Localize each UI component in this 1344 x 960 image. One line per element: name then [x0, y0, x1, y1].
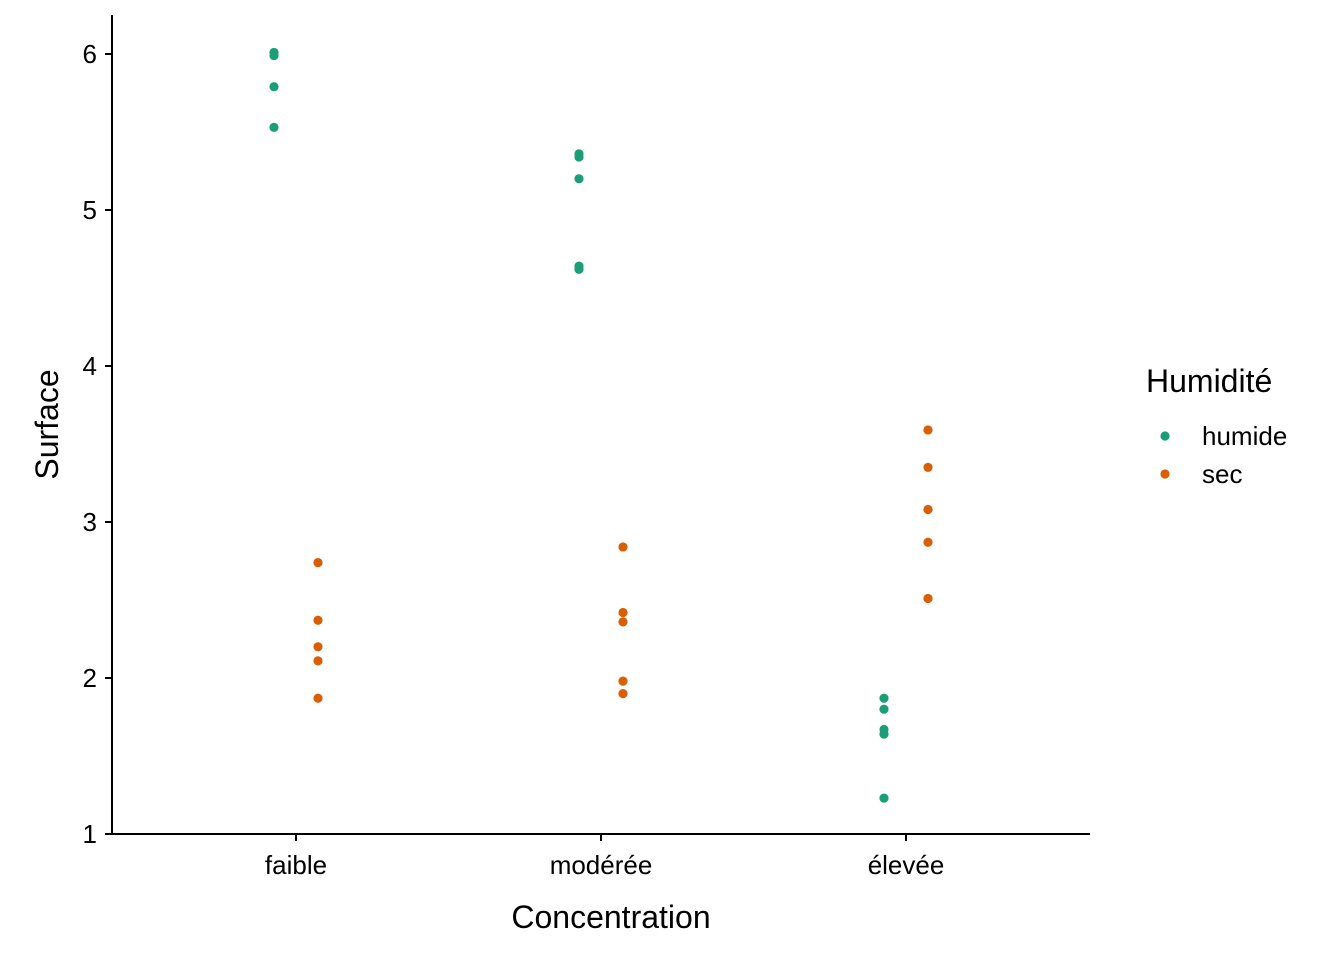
x-axis-title: Concentration: [511, 899, 710, 935]
data-point-humide: [574, 264, 584, 274]
y-tick-label: 6: [83, 39, 97, 69]
data-point-sec: [923, 593, 933, 604]
x-tick-label: élevée: [868, 850, 945, 880]
legend-key-humide: [1160, 431, 1170, 441]
data-point-sec: [313, 642, 323, 652]
y-tick-label: 1: [83, 819, 97, 849]
data-point-sec: [923, 462, 933, 472]
x-tick-label: modérée: [550, 850, 653, 880]
data-point-sec: [618, 542, 628, 552]
legend-label: sec: [1202, 459, 1242, 489]
y-tick-label: 4: [83, 351, 97, 381]
data-point-humide: [269, 122, 279, 132]
data-point-humide: [574, 152, 584, 162]
data-point-sec: [313, 656, 323, 666]
data-point-humide: [879, 793, 889, 803]
data-point-sec: [618, 617, 628, 627]
data-point-sec: [313, 557, 323, 568]
data-point-sec: [313, 615, 323, 625]
y-axis-title: Surface: [29, 369, 65, 479]
x-tick-label: faible: [265, 850, 327, 880]
legend-key-sec: [1160, 469, 1170, 479]
legend: Humidité humide sec: [1146, 363, 1287, 489]
y-tick-label: 5: [83, 195, 97, 225]
data-point-humide: [269, 50, 279, 61]
data-point-humide: [879, 693, 889, 703]
legend-title: Humidité: [1146, 363, 1272, 399]
data-point-sec: [618, 689, 628, 699]
data-point-sec: [923, 425, 933, 435]
plot-panel: 1 2 3 4 5 6 faible modérée élevée: [83, 15, 1090, 880]
data-point-humide: [574, 174, 584, 184]
data-point-sec: [313, 693, 323, 703]
legend-label: humide: [1202, 421, 1287, 451]
data-point-sec: [618, 607, 628, 618]
data-point-humide: [879, 704, 889, 714]
data-point-sec: [618, 676, 628, 686]
data-point-sec: [923, 504, 933, 515]
data-point-humide: [269, 82, 279, 92]
y-tick-label: 2: [83, 663, 97, 693]
data-point-humide: [879, 729, 889, 739]
data-points: [269, 47, 933, 803]
y-tick-label: 3: [83, 507, 97, 537]
data-point-sec: [923, 537, 933, 547]
